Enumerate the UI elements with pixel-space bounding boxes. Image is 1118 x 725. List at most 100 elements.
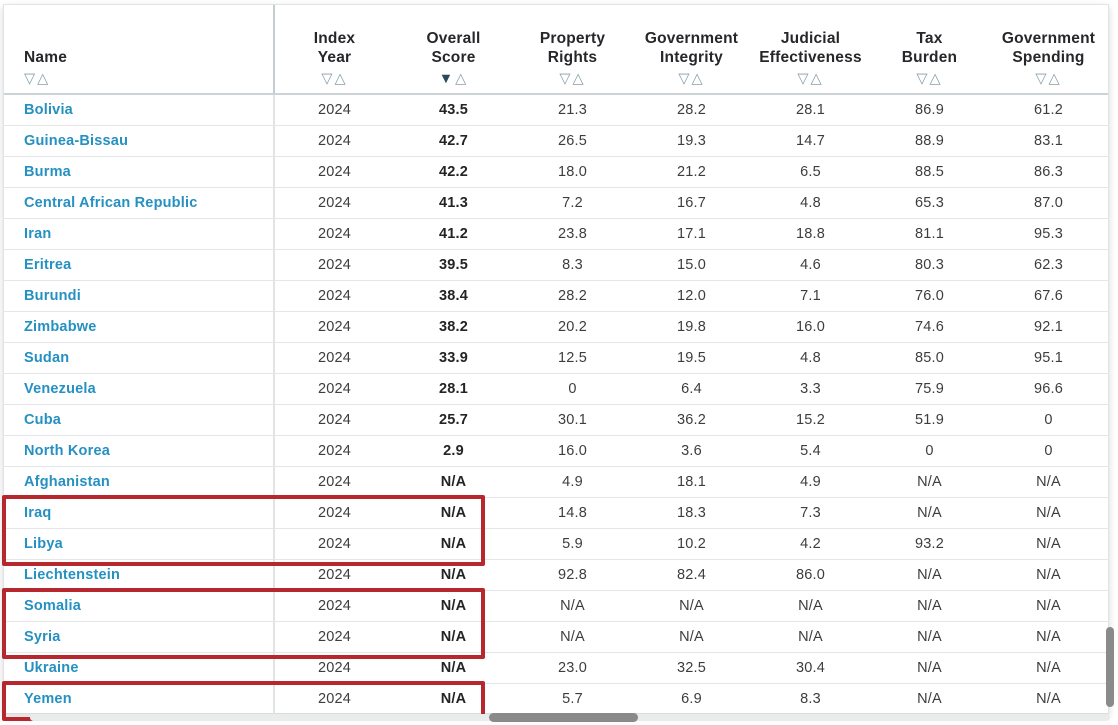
column-label-line: Index	[313, 30, 356, 47]
column-label: Name	[24, 48, 67, 67]
cell-index-year: 2024	[317, 505, 352, 521]
cell-government-spending: N/A	[1036, 691, 1061, 707]
cell-property-rights: 28.2	[557, 288, 588, 304]
column-header-name[interactable]: Name ▽△	[4, 5, 275, 93]
country-link[interactable]: Somalia	[4, 591, 275, 621]
cell-index-year: 2024	[317, 288, 352, 304]
column-header-government-spending[interactable]: Government Spending ▽△	[989, 5, 1108, 93]
country-link[interactable]: Burundi	[4, 281, 275, 311]
cell-index-year: 2024	[317, 381, 352, 397]
cell-index-year: 2024	[317, 629, 352, 645]
cell-property-rights: 8.3	[562, 257, 583, 273]
column-header-overall-score[interactable]: Overall Score ▼△	[394, 5, 513, 93]
sort-descending-icon[interactable]: ▽	[321, 71, 335, 87]
horizontal-scrollbar-thumb[interactable]	[489, 713, 638, 722]
sort-descending-icon[interactable]: ▽	[1035, 71, 1049, 87]
country-link[interactable]: Afghanistan	[4, 467, 275, 497]
cell-government-spending: 96.6	[1033, 381, 1064, 397]
country-link[interactable]: Venezuela	[4, 374, 275, 404]
sort-descending-icon[interactable]: ▽	[559, 71, 573, 87]
cell-property-rights: 92.8	[557, 567, 588, 583]
column-label-line: Overall	[426, 30, 481, 47]
sort-descending-icon[interactable]: ▽	[678, 71, 692, 87]
cell-government-spending: 61.2	[1033, 102, 1064, 118]
table-row: Bolivia 2024 43.5 21.3 28.2 28.1 86.9 61.2	[4, 95, 1108, 126]
sort-icons: ▽△	[559, 71, 586, 87]
country-link[interactable]: Syria	[4, 622, 275, 652]
column-label-line: Tax	[916, 30, 943, 47]
sort-ascending-icon[interactable]: △	[37, 71, 51, 87]
country-link[interactable]: Eritrea	[4, 250, 275, 280]
cell-property-rights: 23.0	[557, 660, 588, 676]
sort-icons: ▼△	[438, 71, 469, 87]
column-label-line: Burden	[901, 49, 958, 66]
cell-tax-burden: 86.9	[914, 102, 945, 118]
column-label-line: Judicial	[780, 30, 841, 47]
sort-ascending-icon[interactable]: △	[572, 71, 586, 87]
cell-government-spending: 87.0	[1033, 195, 1064, 211]
cell-judicial-effectiveness: 3.3	[800, 381, 821, 397]
column-header-judicial-effectiveness[interactable]: Judicial Effectiveness ▽△	[751, 5, 870, 93]
column-label-line: Effectiveness	[759, 49, 862, 66]
sort-ascending-icon[interactable]: △	[929, 71, 943, 87]
country-link[interactable]: Bolivia	[4, 95, 275, 125]
cell-overall-score: 2.9	[443, 443, 464, 459]
cell-government-spending: N/A	[1036, 474, 1061, 490]
country-link[interactable]: Burma	[4, 157, 275, 187]
country-link[interactable]: Iran	[4, 219, 275, 249]
cell-overall-score: N/A	[440, 691, 467, 707]
cell-index-year: 2024	[317, 226, 352, 242]
country-link[interactable]: Central African Republic	[4, 188, 275, 218]
table-row: Guinea-Bissau 2024 42.7 26.5 19.3 14.7 88.9 83.…	[4, 126, 1108, 157]
sort-ascending-icon[interactable]: △	[1048, 71, 1062, 87]
sort-ascending-icon[interactable]: △	[455, 71, 469, 87]
country-link[interactable]: Libya	[4, 529, 275, 559]
cell-judicial-effectiveness: 7.1	[800, 288, 821, 304]
column-header-index-year[interactable]: Index Year ▽△	[275, 5, 394, 93]
cell-overall-score: 42.7	[438, 133, 469, 149]
cell-index-year: 2024	[317, 660, 352, 676]
column-header-property-rights[interactable]: Property Rights ▽△	[513, 5, 632, 93]
sort-descending-icon[interactable]: ▼	[438, 71, 456, 87]
cell-government-integrity: 19.8	[676, 319, 707, 335]
country-link[interactable]: Cuba	[4, 405, 275, 435]
cell-overall-score: N/A	[440, 474, 467, 490]
cell-tax-burden: 74.6	[914, 319, 945, 335]
rankings-table-card: Name ▽△ Index Year ▽△ Overall Score ▼△ Property R…	[2, 4, 1109, 721]
sort-ascending-icon[interactable]: △	[810, 71, 824, 87]
column-label-line: Year	[317, 49, 352, 66]
cell-government-integrity: 19.5	[676, 350, 707, 366]
cell-judicial-effectiveness: 4.2	[800, 536, 821, 552]
sort-descending-icon[interactable]: ▽	[24, 71, 38, 87]
cell-government-spending: N/A	[1036, 567, 1061, 583]
column-header-tax-burden[interactable]: Tax Burden ▽△	[870, 5, 989, 93]
table-row: Burma 2024 42.2 18.0 21.2 6.5 88.5 86.3	[4, 157, 1108, 188]
cell-overall-score: N/A	[440, 660, 467, 676]
table-row: Somalia 2024 N/A N/A N/A N/A N/A N/A	[4, 591, 1108, 622]
cell-tax-burden: 0	[925, 443, 934, 459]
country-link[interactable]: Iraq	[4, 498, 275, 528]
cell-government-integrity: 12.0	[676, 288, 707, 304]
country-link[interactable]: Ukraine	[4, 653, 275, 683]
cell-government-integrity: 15.0	[676, 257, 707, 273]
country-link[interactable]: Sudan	[4, 343, 275, 373]
sort-ascending-icon[interactable]: △	[334, 71, 348, 87]
sort-ascending-icon[interactable]: △	[691, 71, 705, 87]
cell-tax-burden: 65.3	[914, 195, 945, 211]
table-row: Iraq 2024 N/A 14.8 18.3 7.3 N/A N/A	[4, 498, 1108, 529]
country-link[interactable]: Guinea-Bissau	[4, 126, 275, 156]
cell-government-spending: 0	[1044, 443, 1053, 459]
table-row: Central African Republic 2024 41.3 7.2 16.7 4…	[4, 188, 1108, 219]
column-header-government-integrity[interactable]: Government Integrity ▽△	[632, 5, 751, 93]
sort-descending-icon[interactable]: ▽	[797, 71, 811, 87]
country-link[interactable]: North Korea	[4, 436, 275, 466]
country-link[interactable]: Yemen	[4, 684, 275, 714]
cell-government-integrity: 82.4	[676, 567, 707, 583]
country-link[interactable]: Liechtenstein	[4, 560, 275, 590]
country-link[interactable]: Zimbabwe	[4, 312, 275, 342]
cell-judicial-effectiveness: 4.6	[800, 257, 821, 273]
cell-government-integrity: 18.1	[676, 474, 707, 490]
cell-overall-score: N/A	[440, 536, 467, 552]
sort-descending-icon[interactable]: ▽	[916, 71, 930, 87]
vertical-scrollbar-thumb[interactable]	[1106, 627, 1114, 707]
